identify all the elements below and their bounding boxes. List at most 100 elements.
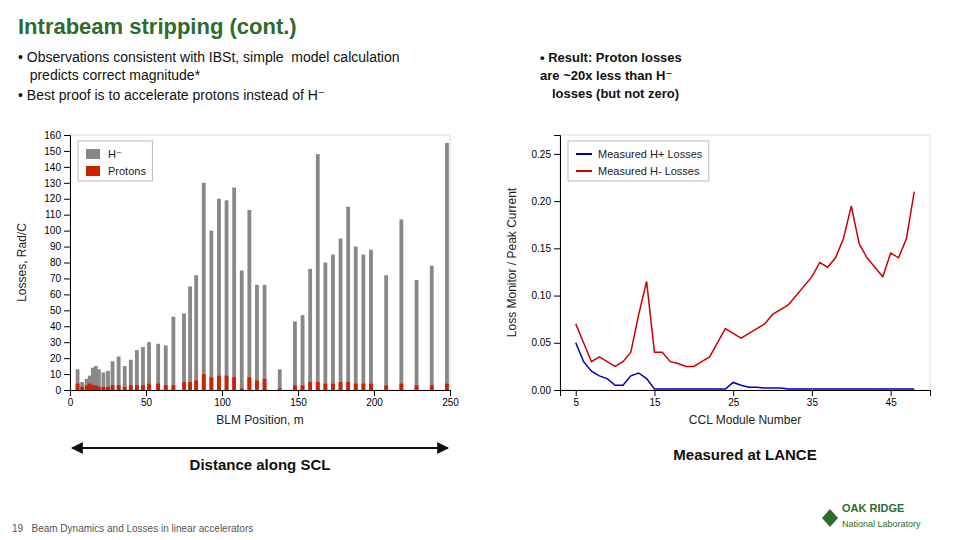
- x-tick: 5: [573, 390, 579, 408]
- y-tick-label: 40: [50, 321, 62, 332]
- y-axis-title: Loss Monitor / Peak Current: [505, 187, 519, 337]
- y-tick-label: 140: [44, 162, 61, 173]
- bar: [339, 239, 343, 390]
- bar: [141, 347, 145, 390]
- bar: [209, 231, 213, 390]
- distance-arrow: [72, 447, 448, 449]
- y-tick: 0: [55, 385, 70, 396]
- x-axis-line: [561, 391, 931, 397]
- bar: [202, 183, 206, 390]
- x-tick-label: 0: [68, 397, 74, 408]
- bar: [217, 199, 221, 390]
- bar: [129, 385, 133, 390]
- y-tick: 0.15: [532, 243, 560, 254]
- x-tick-mark: [576, 390, 577, 396]
- bar: [415, 385, 419, 390]
- bar: [301, 315, 305, 390]
- y-tick: 0.00: [532, 385, 560, 396]
- bar: [346, 207, 350, 390]
- x-tick-mark: [812, 390, 813, 396]
- y-tick: 140: [44, 162, 70, 173]
- y-tick-label: 110: [45, 209, 61, 220]
- bar: [263, 379, 267, 390]
- title: Intrabeam stripping (cont.): [18, 14, 297, 39]
- bar: [240, 388, 244, 390]
- x-tick-label: 45: [886, 397, 898, 408]
- y-tick: 10: [50, 369, 70, 380]
- bullet: • Observations consistent with IBSt, sim…: [18, 49, 400, 65]
- y-tick-label: 130: [44, 178, 61, 189]
- y-tick: 0.05: [532, 337, 560, 348]
- bar: [430, 385, 434, 390]
- bar: [135, 350, 139, 390]
- y-axis-line: [554, 136, 561, 391]
- callout: losses (but not zero): [552, 86, 679, 101]
- bar: [255, 380, 259, 390]
- x-tick-label: 50: [141, 397, 153, 408]
- x-tick-mark: [222, 390, 223, 396]
- slide: Intrabeam stripping (cont.) • Observation…: [0, 0, 960, 540]
- y-tick: 130: [44, 178, 70, 189]
- bar: [225, 376, 229, 390]
- x-tick-label: 35: [807, 397, 819, 408]
- bar: [346, 382, 350, 390]
- bar: [76, 369, 80, 390]
- x-tick-mark: [654, 390, 655, 396]
- bar: [209, 377, 213, 390]
- y-tick-mark: [554, 201, 560, 202]
- y-axis-title: Losses, Rad/C: [15, 223, 29, 302]
- bar: [240, 270, 244, 390]
- line: [576, 343, 915, 389]
- legend-swatch: [86, 149, 100, 159]
- annotation: Distance along SCL: [190, 456, 331, 473]
- bar: [80, 387, 84, 390]
- bar: [354, 384, 358, 390]
- bar: [217, 376, 221, 390]
- bar: [147, 342, 151, 390]
- y-tick-mark: [64, 167, 70, 168]
- y-tick: 70: [50, 273, 70, 284]
- bar: [194, 380, 198, 390]
- legend-swatch: [576, 170, 592, 172]
- bar: [202, 374, 206, 390]
- bar: [384, 385, 388, 390]
- bar: [123, 387, 127, 390]
- bar: [171, 317, 175, 390]
- y-tick-mark: [64, 183, 70, 184]
- legend-label: Measured H- Losses: [598, 165, 700, 177]
- x-tick: 15: [649, 390, 661, 408]
- bar: [293, 321, 297, 390]
- bar: [430, 266, 434, 390]
- y-tick-mark: [64, 342, 70, 343]
- x-tick: 100: [214, 390, 231, 408]
- bar: [102, 372, 106, 390]
- y-tick: 20: [50, 353, 70, 364]
- legend: Measured H+ Losses Measured H- Losses: [568, 141, 709, 181]
- bullet: predicts correct magnitude*: [18, 67, 201, 83]
- bar: [316, 382, 320, 390]
- y-tick: 0.10: [532, 290, 560, 301]
- y-tick: 0.25: [532, 149, 560, 160]
- bar: [156, 344, 160, 390]
- y-tick-mark: [554, 248, 560, 249]
- y-tick-mark: [64, 231, 70, 232]
- x-axis-title: CCL Module Number: [689, 413, 801, 427]
- line: [576, 192, 915, 367]
- y-tick-label: 150: [44, 146, 61, 157]
- x-tick: 25: [728, 390, 740, 408]
- y-tick: 60: [50, 289, 70, 300]
- bar: [331, 255, 335, 390]
- y-tick: 40: [50, 321, 70, 332]
- legend-item: Measured H+ Losses: [576, 148, 703, 160]
- x-tick: 0: [68, 390, 74, 408]
- y-tick-mark: [554, 296, 560, 297]
- y-tick: 150: [44, 146, 70, 157]
- x-axis: 5 15 25 35 45: [561, 390, 931, 408]
- chart: 5152535450.000.050.100.150.200.25CCL Mod…: [505, 135, 931, 463]
- y-tick-label: 100: [44, 225, 61, 236]
- y-tick-label: 50: [50, 305, 62, 316]
- legend-label: H⁻: [108, 148, 122, 160]
- legend-swatch: [576, 153, 592, 155]
- y-tick: 110: [45, 209, 70, 220]
- page: Intrabeam stripping (cont.) • Observation…: [0, 0, 960, 540]
